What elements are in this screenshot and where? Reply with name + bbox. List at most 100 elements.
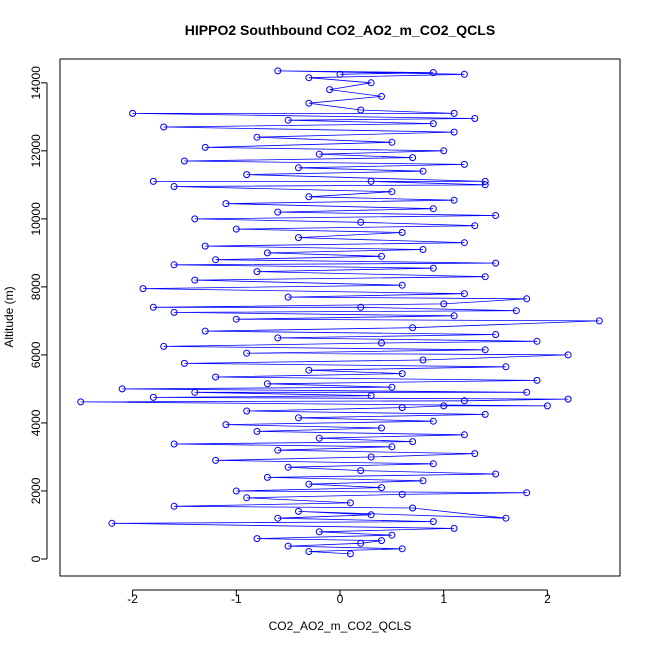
data-point xyxy=(253,427,261,435)
data-point xyxy=(492,259,500,267)
x-axis-label: CO2_AO2_m_CO2_QCLS xyxy=(269,619,412,633)
data-point xyxy=(450,312,458,320)
data-point xyxy=(336,70,344,78)
data-point xyxy=(440,147,448,155)
data-point xyxy=(357,218,365,226)
data-point xyxy=(170,261,178,269)
data-point xyxy=(450,196,458,204)
data-point xyxy=(440,402,448,410)
data-point xyxy=(460,70,468,78)
data-point xyxy=(170,183,178,190)
data-point xyxy=(471,450,479,458)
data-point xyxy=(77,398,85,406)
data-point xyxy=(471,115,479,122)
y-tick-label: 8000 xyxy=(29,273,43,300)
data-point xyxy=(378,339,385,347)
data-point xyxy=(533,337,541,345)
y-axis: 0 2000 4000 6000 8000 10000 12000 14000 xyxy=(29,66,48,562)
data-point xyxy=(305,548,313,555)
data-point xyxy=(367,79,375,87)
data-point xyxy=(388,383,396,391)
data-point xyxy=(139,285,147,293)
series-line xyxy=(80,70,600,555)
y-tick-label: 4000 xyxy=(29,409,43,436)
data-point xyxy=(284,293,292,301)
data-point xyxy=(263,473,271,481)
y-tick-label: 6000 xyxy=(29,341,43,368)
data-point xyxy=(160,342,168,350)
data-point xyxy=(170,502,178,510)
data-point xyxy=(388,443,396,451)
data-point xyxy=(315,528,323,536)
data-point xyxy=(388,531,396,539)
data-point xyxy=(595,317,603,325)
data-point xyxy=(243,407,251,415)
data-point xyxy=(253,535,261,543)
data-point xyxy=(440,300,448,308)
data-point xyxy=(160,123,168,131)
data-point xyxy=(108,519,116,527)
plot-frame xyxy=(59,58,621,577)
data-point xyxy=(398,404,406,412)
data-point xyxy=(378,537,385,545)
data-point xyxy=(201,143,209,151)
data-point xyxy=(149,303,157,311)
data-point xyxy=(315,150,323,158)
data-point xyxy=(149,177,157,185)
data-point xyxy=(481,273,489,281)
data-point xyxy=(201,242,209,250)
data-point xyxy=(284,116,292,124)
plot-area xyxy=(59,58,621,577)
data-point xyxy=(263,380,271,388)
data-point xyxy=(460,160,468,168)
data-point xyxy=(512,307,520,315)
data-point xyxy=(284,463,292,471)
data-point xyxy=(149,393,157,401)
data-point xyxy=(180,359,188,367)
data-point xyxy=(295,234,302,242)
data-point xyxy=(305,74,313,82)
data-point xyxy=(543,402,551,410)
data-point xyxy=(492,331,500,338)
data-point xyxy=(253,268,261,276)
x-tick-label: 0 xyxy=(337,592,344,606)
data-point xyxy=(409,324,417,332)
data-point xyxy=(305,366,313,374)
data-point xyxy=(180,157,188,165)
data-point xyxy=(419,356,427,364)
data-point xyxy=(367,453,375,461)
data-point xyxy=(357,467,365,475)
data-point xyxy=(460,290,468,298)
data-point xyxy=(409,154,417,162)
data-point xyxy=(118,385,126,393)
data-point xyxy=(357,303,365,311)
data-point xyxy=(232,315,240,323)
data-point xyxy=(378,92,385,100)
data-point xyxy=(346,550,354,558)
data-point xyxy=(481,410,489,418)
data-point xyxy=(357,106,365,114)
data-point xyxy=(212,456,220,464)
y-tick-label: 0 xyxy=(29,555,43,562)
data-point xyxy=(398,545,406,553)
data-point xyxy=(492,470,500,478)
data-point xyxy=(295,414,302,422)
data-point xyxy=(388,138,396,146)
data-point xyxy=(295,164,302,172)
y-tick-label: 14000 xyxy=(29,66,43,100)
x-tick-label: -2 xyxy=(127,592,138,606)
data-point xyxy=(274,334,282,342)
data-point xyxy=(419,246,427,253)
data-point xyxy=(326,86,334,94)
data-point xyxy=(388,188,396,196)
data-point xyxy=(232,225,240,233)
data-point xyxy=(212,373,220,381)
data-point xyxy=(305,193,313,201)
data-point xyxy=(564,351,572,359)
data-point xyxy=(222,421,230,429)
data-point xyxy=(367,511,375,519)
data-point xyxy=(481,346,489,354)
data-point xyxy=(367,392,375,400)
data-point xyxy=(429,417,437,425)
